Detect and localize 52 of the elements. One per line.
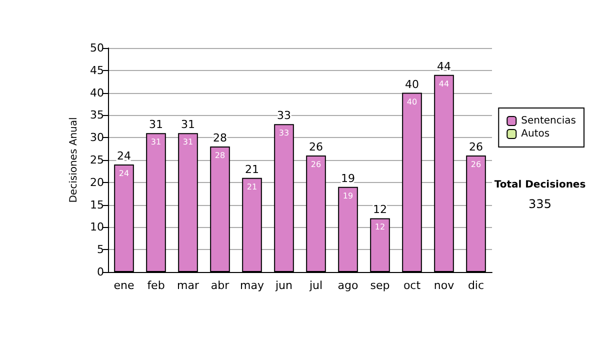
x-tick-label: ago <box>338 279 358 292</box>
y-tick-label: 40 <box>90 86 104 100</box>
y-tick-label: 20 <box>90 176 104 189</box>
total-label: 31 <box>149 118 163 132</box>
total-label: 26 <box>469 140 483 154</box>
text: Total Decisiones <box>494 180 586 190</box>
total-label: 40 <box>405 78 419 91</box>
y-tick-label: 10 <box>90 220 104 234</box>
total-label: 28 <box>213 132 227 145</box>
x-tick-label: jul <box>308 279 323 292</box>
total-label: 12 <box>373 203 387 216</box>
x-tick-label: may <box>240 279 264 292</box>
total-label: 33 <box>277 109 291 122</box>
y-tick-label: 45 <box>90 64 104 77</box>
data-label: 31 <box>182 138 194 147</box>
data-label: 12 <box>374 222 386 232</box>
total-label: 31 <box>181 118 195 132</box>
data-label: 21 <box>246 182 258 192</box>
legend-label: Sentencias <box>521 116 576 126</box>
y-tick-label: 25 <box>90 154 104 166</box>
y-tick-label: 0 <box>97 266 104 278</box>
text: 335 <box>528 197 552 211</box>
total-label: 26 <box>309 140 323 154</box>
total-label: 21 <box>245 162 259 176</box>
x-tick-label: oct <box>403 279 422 292</box>
data-label: 40 <box>406 97 418 106</box>
legend-label: Autos <box>521 128 550 140</box>
total-label: 24 <box>117 149 131 162</box>
x-tick-label: mar <box>177 279 200 292</box>
data-label: 28 <box>214 151 226 160</box>
total-label: 44 <box>437 60 451 73</box>
data-label: 31 <box>150 138 162 147</box>
y-tick-label: 50 <box>90 42 104 54</box>
x-tick-label: nov <box>434 279 455 292</box>
y-tick-label: 35 <box>90 108 104 122</box>
y-tick-label: 30 <box>90 131 104 144</box>
data-label: 19 <box>342 191 354 200</box>
data-label: 26 <box>470 160 482 170</box>
x-tick-label: dic <box>468 279 484 292</box>
y-axis-title: Decisiones Anual <box>68 117 80 203</box>
x-tick-label: abr <box>210 279 230 292</box>
x-tick-label: feb <box>147 279 165 292</box>
data-label: 24 <box>118 168 130 178</box>
x-tick-label: ene <box>114 279 134 292</box>
total-label: 19 <box>341 172 355 185</box>
x-tick-label: sep <box>370 279 390 292</box>
data-label: 33 <box>278 128 290 138</box>
data-label: 26 <box>310 160 322 170</box>
data-label: 44 <box>438 79 450 88</box>
x-tick-label: jun <box>274 279 293 292</box>
y-tick-label: 15 <box>90 198 104 212</box>
y-tick-label: 5 <box>97 243 104 256</box>
